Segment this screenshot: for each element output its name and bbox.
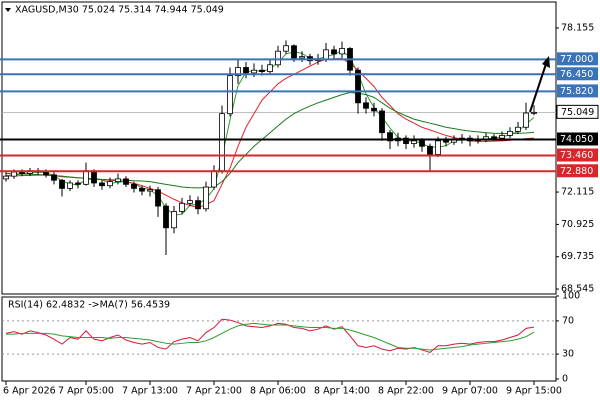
- x-tick-label: 8 Apr 06:00: [250, 386, 306, 397]
- candle-body: [419, 140, 425, 147]
- candle-body: [531, 111, 537, 114]
- series-line: [6, 322, 535, 351]
- x-tick-label: 6 Apr 2026: [3, 386, 56, 397]
- candle-body: [267, 64, 273, 72]
- candle-body: [235, 67, 241, 77]
- current-price-label: 75.049: [561, 107, 594, 118]
- candle-body: [123, 178, 129, 185]
- candle-body: [387, 132, 393, 142]
- y-tick-label: 0: [562, 374, 568, 385]
- level-label: 76.450: [560, 69, 593, 80]
- level-box: [557, 52, 598, 66]
- level-label: 75.820: [560, 86, 593, 97]
- candle-body: [163, 205, 169, 229]
- arrow-shaft: [529, 63, 547, 113]
- candle-body: [251, 69, 257, 74]
- y-tick-label: 70.925: [561, 219, 594, 230]
- candle-body: [227, 75, 233, 115]
- candle-body: [171, 211, 177, 229]
- candle-body: [411, 140, 417, 144]
- candle-body: [507, 130, 513, 136]
- candle-body: [75, 182, 81, 185]
- x-tick-label: 7 Apr 13:00: [122, 386, 178, 397]
- candle-body: [363, 102, 369, 109]
- candle-body: [67, 182, 73, 189]
- level-label: 77.000: [560, 54, 593, 65]
- x-tick-label: 7 Apr 21:00: [186, 386, 242, 397]
- y-tick-label: 68.545: [561, 284, 594, 295]
- candle-body: [403, 137, 409, 144]
- candle-body: [179, 202, 185, 212]
- candle-body: [331, 49, 337, 55]
- y-tick-label: 30: [562, 349, 574, 360]
- y-tick-label: 70: [562, 315, 574, 326]
- candle-body: [155, 189, 161, 207]
- rsi-title: RSI(14) 62.4832 ->MA(7) 56.4539: [8, 300, 170, 311]
- candle-body: [499, 135, 505, 139]
- candle-body: [379, 110, 385, 134]
- candle-body: [275, 50, 281, 66]
- level-box: [557, 164, 598, 178]
- candle-body: [371, 107, 377, 112]
- x-tick-label: 7 Apr 05:00: [58, 386, 114, 397]
- candle-body: [203, 186, 209, 210]
- candle-body: [107, 181, 113, 187]
- plot-layer: 78.155 72.115 70.925 69.735 68.545 75.049 77.0…: [0, 22, 599, 397]
- candle-body: [427, 145, 433, 155]
- x-tick-label: 9 Apr 15:00: [506, 386, 562, 397]
- candle-body: [283, 45, 289, 52]
- level-box: [557, 84, 598, 98]
- candle-body: [523, 112, 529, 128]
- rsi-frame: [1, 296, 557, 382]
- level-label: 72.880: [560, 166, 593, 177]
- candle-body: [147, 189, 153, 192]
- current-price-box: [556, 104, 599, 119]
- x-tick-label: 8 Apr 22:00: [378, 386, 434, 397]
- chart-title: XAGUSD,M30 75.024 75.314 74.944 75.049: [15, 5, 224, 16]
- candle-body: [115, 178, 121, 183]
- candle-body: [299, 56, 305, 59]
- arrow-head: [542, 56, 550, 68]
- y-tick-label: 69.735: [561, 251, 594, 262]
- y-tick-label: 78.155: [561, 22, 594, 33]
- candle-body: [11, 171, 17, 177]
- candle-body: [339, 48, 345, 55]
- candle-body: [139, 187, 145, 192]
- candle-body: [219, 113, 225, 172]
- series-line: [5, 318, 535, 353]
- x-tick-label: 8 Apr 14:00: [314, 386, 370, 397]
- candle-body: [515, 126, 521, 132]
- candle-body: [323, 49, 329, 60]
- y-tick-label: 100: [562, 291, 580, 302]
- candle-body: [83, 170, 89, 185]
- candle-body: [243, 67, 249, 74]
- main-frame: [1, 1, 557, 295]
- x-tick-label: 9 Apr 07:00: [442, 386, 498, 397]
- level-label: 73.460: [560, 150, 593, 161]
- candle-body: [19, 171, 25, 174]
- candle-body: [443, 140, 449, 143]
- candle-body: [43, 171, 49, 176]
- candle-body: [3, 175, 9, 180]
- candle-body: [195, 200, 201, 210]
- level-label: 74.050: [560, 134, 593, 145]
- candle-body: [99, 182, 105, 187]
- candle-body: [131, 183, 137, 189]
- candle-body: [355, 69, 361, 104]
- candle-body: [91, 170, 97, 184]
- level-box: [557, 67, 598, 81]
- menu-triangle: [5, 8, 11, 12]
- candle-body: [51, 174, 57, 181]
- candle-body: [259, 69, 265, 72]
- candle-body: [211, 170, 217, 188]
- candle-body: [435, 140, 441, 155]
- y-tick-label: 72.115: [561, 187, 594, 198]
- candle-body: [291, 45, 297, 59]
- level-box: [557, 132, 598, 146]
- candle-body: [59, 179, 65, 189]
- candle-body: [491, 136, 497, 139]
- level-box: [557, 148, 598, 162]
- candle-body: [187, 200, 193, 204]
